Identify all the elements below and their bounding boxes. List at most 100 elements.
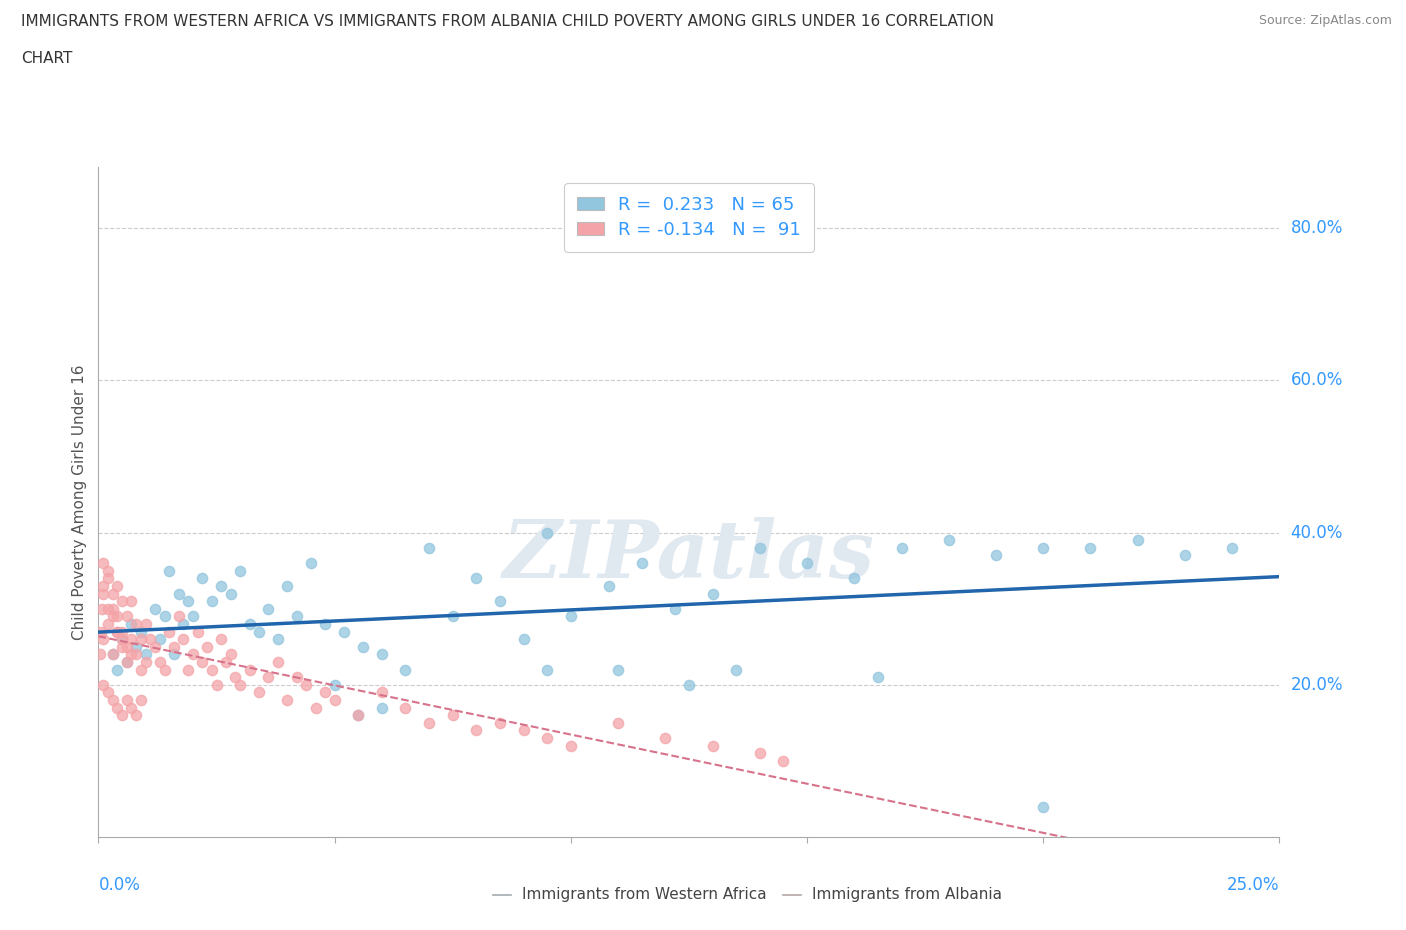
Point: [97, 564, 120, 578]
Point: [536, 731, 558, 746]
Point: [247, 624, 270, 639]
Point: [512, 631, 534, 646]
Point: [157, 624, 180, 639]
Point: [195, 639, 218, 654]
Point: [143, 639, 166, 654]
Point: [91, 578, 114, 593]
Point: [157, 564, 180, 578]
Point: [418, 715, 440, 730]
Text: CHART: CHART: [21, 51, 73, 66]
Point: [101, 602, 124, 617]
Point: [90, 602, 112, 617]
Point: [135, 655, 157, 670]
Point: [607, 662, 630, 677]
Point: [560, 609, 582, 624]
Point: [748, 540, 770, 555]
Point: [371, 647, 394, 662]
Point: [111, 631, 134, 646]
Point: [664, 602, 686, 617]
Point: [111, 631, 134, 646]
Point: [1126, 533, 1149, 548]
Text: IMMIGRANTS FROM WESTERN AFRICA VS IMMIGRANTS FROM ALBANIA CHILD POVERTY AMONG GI: IMMIGRANTS FROM WESTERN AFRICA VS IMMIGR…: [21, 14, 994, 29]
Point: [153, 609, 176, 624]
Point: [105, 578, 128, 593]
Point: [598, 578, 620, 593]
Point: [347, 708, 370, 723]
Point: [115, 655, 138, 670]
Point: [984, 548, 1007, 563]
Point: [257, 670, 280, 684]
Point: [121, 647, 143, 662]
Point: [1032, 799, 1054, 814]
Text: 25.0%: 25.0%: [1227, 876, 1279, 894]
Point: [654, 731, 676, 746]
Point: [285, 609, 308, 624]
Point: [536, 662, 558, 677]
Point: [115, 693, 138, 708]
Point: [172, 617, 194, 631]
Point: [305, 700, 328, 715]
Y-axis label: Child Poverty Among Girls Under 16: Child Poverty Among Girls Under 16: [72, 365, 87, 640]
Point: [101, 586, 124, 601]
Point: [536, 525, 558, 540]
Point: [1220, 540, 1243, 555]
Point: [314, 617, 336, 631]
Point: [91, 555, 114, 570]
Point: [149, 655, 172, 670]
Point: [121, 593, 143, 608]
Point: [91, 631, 114, 646]
Point: [247, 685, 270, 700]
Point: [135, 617, 157, 631]
Text: 40.0%: 40.0%: [1291, 524, 1343, 541]
Point: [314, 685, 336, 700]
Text: 80.0%: 80.0%: [1291, 219, 1343, 237]
Point: [441, 708, 464, 723]
Point: [239, 617, 262, 631]
Point: [153, 662, 176, 677]
Point: [89, 647, 111, 662]
Point: [394, 700, 416, 715]
Point: [371, 700, 394, 715]
Point: [97, 685, 120, 700]
Bar: [492, 894, 510, 896]
Point: [187, 624, 209, 639]
Point: [1032, 540, 1054, 555]
Point: [299, 555, 322, 570]
Point: [441, 609, 464, 624]
Point: [101, 647, 124, 662]
Point: [115, 655, 138, 670]
Point: [121, 631, 143, 646]
Point: [172, 631, 194, 646]
Point: [224, 670, 246, 684]
Point: [352, 639, 374, 654]
Point: [105, 624, 128, 639]
Point: [796, 555, 818, 570]
Point: [702, 586, 724, 601]
Point: [205, 677, 228, 692]
Point: [101, 693, 124, 708]
Point: [129, 624, 152, 639]
Point: [111, 624, 134, 639]
Point: [139, 631, 162, 646]
Point: [105, 609, 128, 624]
Text: Immigrants from Western Africa: Immigrants from Western Africa: [522, 887, 766, 902]
Point: [394, 662, 416, 677]
Point: [97, 571, 120, 586]
Point: [111, 708, 134, 723]
Point: [219, 586, 242, 601]
Point: [143, 602, 166, 617]
Point: [163, 647, 186, 662]
Point: [560, 738, 582, 753]
Point: [276, 693, 298, 708]
Point: [101, 647, 124, 662]
Legend: R =  0.233   N = 65, R = -0.134   N =  91: R = 0.233 N = 65, R = -0.134 N = 91: [564, 183, 814, 252]
Point: [702, 738, 724, 753]
Point: [191, 655, 214, 670]
Text: Source: ZipAtlas.com: Source: ZipAtlas.com: [1258, 14, 1392, 27]
Point: [111, 639, 134, 654]
Point: [607, 715, 630, 730]
Point: [772, 753, 794, 768]
Text: Immigrants from Albania: Immigrants from Albania: [811, 887, 1002, 902]
Point: [125, 617, 148, 631]
Point: [115, 639, 138, 654]
